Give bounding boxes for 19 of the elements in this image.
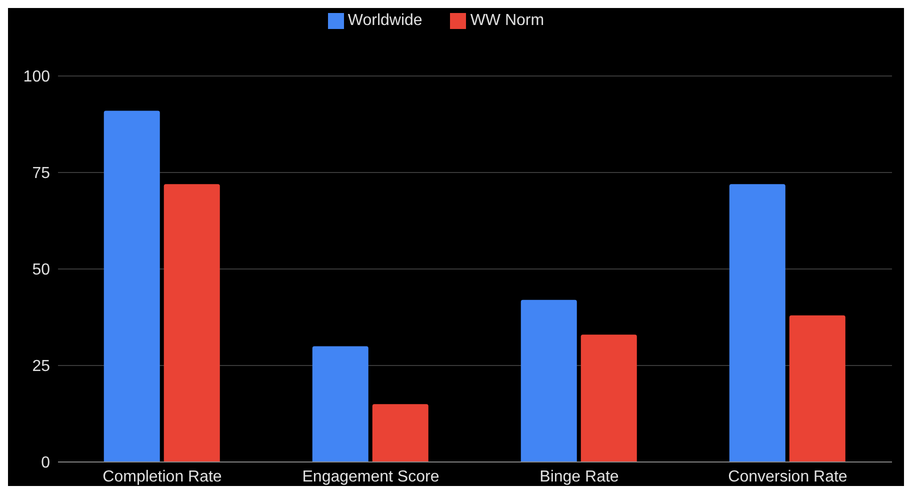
bar [789,315,846,462]
y-tick-label: 25 [32,358,50,376]
y-tick-label: 100 [23,68,50,86]
y-tick-label: 0 [41,454,50,472]
bar [729,184,786,462]
bar [312,346,368,462]
bar [520,300,577,462]
x-tick-label: Conversion Rate [728,468,848,486]
bar [164,184,220,462]
legend-label: WW Norm [470,12,544,29]
bar [372,404,428,462]
bar [104,110,160,462]
y-tick-label: 50 [32,262,50,279]
y-tick-label: 75 [32,165,50,182]
x-tick-label: Binge Rate [540,468,619,486]
legend-label: Worldwide [348,12,422,29]
bar [580,334,637,462]
x-tick-label: Engagement Score [302,468,440,486]
x-tick-label: Completion Rate [102,468,222,486]
